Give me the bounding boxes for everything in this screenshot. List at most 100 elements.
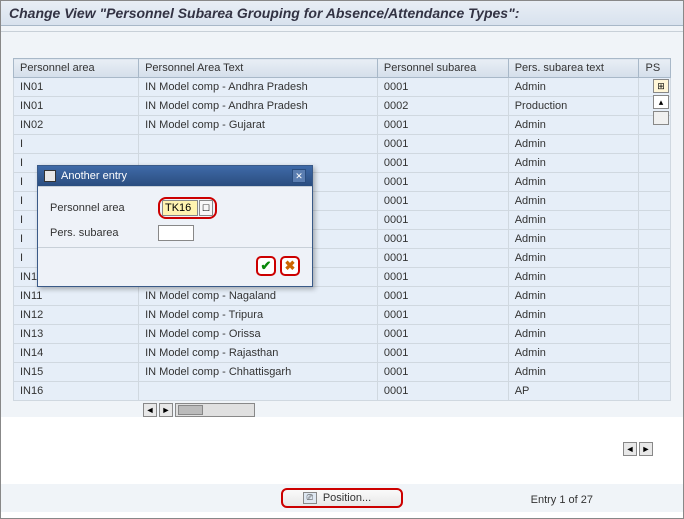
hscroll-left-group: ◄ ► — [13, 401, 671, 417]
cell: Admin — [508, 306, 639, 325]
table-row[interactable]: IN12IN Model comp - Tripura0001Admin — [14, 306, 671, 325]
dialog-button-row: ✔ ✖ — [50, 254, 300, 280]
cell — [639, 268, 671, 287]
scroll-track[interactable] — [175, 403, 255, 417]
cell: IN02 — [14, 116, 139, 135]
scroll-left2-icon[interactable]: ◄ — [623, 442, 637, 456]
col-subarea-text[interactable]: Pers. subarea text — [508, 59, 639, 78]
cell — [639, 306, 671, 325]
cell: IN Model comp - Andhra Pradesh — [139, 97, 378, 116]
cell — [139, 382, 378, 401]
cell: 0001 — [377, 287, 508, 306]
scroll-box-icon[interactable] — [653, 111, 669, 125]
cell — [639, 249, 671, 268]
table-row[interactable]: IN13IN Model comp - Orissa0001Admin — [14, 325, 671, 344]
table-row[interactable]: IN02IN Model comp - Gujarat0001Admin — [14, 116, 671, 135]
scroll-right-icon[interactable]: ► — [159, 403, 173, 417]
cell: Admin — [508, 268, 639, 287]
cell — [639, 173, 671, 192]
personnel-area-input-highlight: ☐ — [158, 197, 217, 219]
dialog-title-text: Another entry — [61, 170, 127, 182]
cell: 0001 — [377, 344, 508, 363]
cell — [139, 135, 378, 154]
cell: Admin — [508, 363, 639, 382]
dialog-ok-button[interactable]: ✔ — [256, 256, 276, 276]
cell: 0001 — [377, 382, 508, 401]
cell — [639, 363, 671, 382]
f4-help-icon[interactable]: ☐ — [199, 200, 213, 216]
personnel-area-input[interactable] — [162, 200, 198, 216]
cell: 0001 — [377, 78, 508, 97]
view-title: Change View "Personnel Subarea Grouping … — [1, 1, 683, 26]
cell: 0001 — [377, 363, 508, 382]
cell — [639, 344, 671, 363]
cell: Admin — [508, 211, 639, 230]
scroll-right2-icon[interactable]: ► — [639, 442, 653, 456]
cell: 0001 — [377, 306, 508, 325]
cell: IN Model comp - Chhattisgarh — [139, 363, 378, 382]
scroll-left-icon[interactable]: ◄ — [143, 403, 157, 417]
pers-subarea-label: Pers. subarea — [50, 227, 150, 239]
cell: Admin — [508, 154, 639, 173]
table-row[interactable]: IN15IN Model comp - Chhattisgarh0001Admi… — [14, 363, 671, 382]
pers-subarea-input[interactable] — [158, 225, 194, 241]
cell — [639, 135, 671, 154]
cell: 0001 — [377, 249, 508, 268]
cell: 0001 — [377, 116, 508, 135]
personnel-area-label: Personnel area — [50, 202, 150, 214]
table-row[interactable]: IN160001AP — [14, 382, 671, 401]
position-button[interactable]: ⎚ Position... — [281, 488, 403, 508]
cell: 0001 — [377, 325, 508, 344]
cell: Admin — [508, 192, 639, 211]
col-personnel-area[interactable]: Personnel area — [14, 59, 139, 78]
col-subarea[interactable]: Personnel subarea — [377, 59, 508, 78]
cell: I — [14, 135, 139, 154]
cell — [639, 325, 671, 344]
cell: Admin — [508, 344, 639, 363]
cell — [639, 382, 671, 401]
cell: 0001 — [377, 211, 508, 230]
cell: Admin — [508, 78, 639, 97]
scroll-up-icon[interactable]: ▴ — [653, 95, 669, 109]
cell: 0001 — [377, 230, 508, 249]
cell: IN14 — [14, 344, 139, 363]
cell: 0001 — [377, 135, 508, 154]
col-ps[interactable]: PS — [639, 59, 671, 78]
cell — [639, 287, 671, 306]
header-row: Personnel area Personnel Area Text Perso… — [14, 59, 671, 78]
table-row[interactable]: IN01IN Model comp - Andhra Pradesh0002Pr… — [14, 97, 671, 116]
cell: IN Model comp - Gujarat — [139, 116, 378, 135]
cell: IN Model comp - Nagaland — [139, 287, 378, 306]
cell: IN Model comp - Rajasthan — [139, 344, 378, 363]
scroll-thumb[interactable] — [178, 405, 203, 415]
table-row[interactable]: IN01IN Model comp - Andhra Pradesh0001Ad… — [14, 78, 671, 97]
entry-counter: Entry 1 of 27 — [531, 494, 593, 506]
cell: IN01 — [14, 78, 139, 97]
dialog-icon — [44, 170, 56, 182]
cell: Admin — [508, 249, 639, 268]
col-area-text[interactable]: Personnel Area Text — [139, 59, 378, 78]
toolbar-area — [1, 32, 683, 52]
cell: IN Model comp - Orissa — [139, 325, 378, 344]
dialog-close-button[interactable]: ✕ — [292, 169, 306, 183]
cell — [639, 211, 671, 230]
table-row[interactable]: I0001Admin — [14, 135, 671, 154]
table-row[interactable]: IN11IN Model comp - Nagaland0001Admin — [14, 287, 671, 306]
cell — [639, 230, 671, 249]
dialog-cancel-button[interactable]: ✖ — [280, 256, 300, 276]
cell: Admin — [508, 116, 639, 135]
hscroll-right-group: ◄ ► — [621, 442, 653, 456]
cell: IN12 — [14, 306, 139, 325]
config-icon[interactable]: ⊞ — [653, 79, 669, 93]
table-row[interactable]: IN14IN Model comp - Rajasthan0001Admin — [14, 344, 671, 363]
cell: IN13 — [14, 325, 139, 344]
dialog-titlebar: Another entry ✕ — [38, 166, 312, 186]
cell: 0001 — [377, 173, 508, 192]
cell: IN Model comp - Andhra Pradesh — [139, 78, 378, 97]
cell — [639, 154, 671, 173]
position-label: Position... — [323, 492, 371, 504]
cell: IN16 — [14, 382, 139, 401]
cell: Admin — [508, 230, 639, 249]
position-icon: ⎚ — [303, 492, 317, 504]
side-icon-stack: ⊞ ▴ — [653, 79, 669, 125]
